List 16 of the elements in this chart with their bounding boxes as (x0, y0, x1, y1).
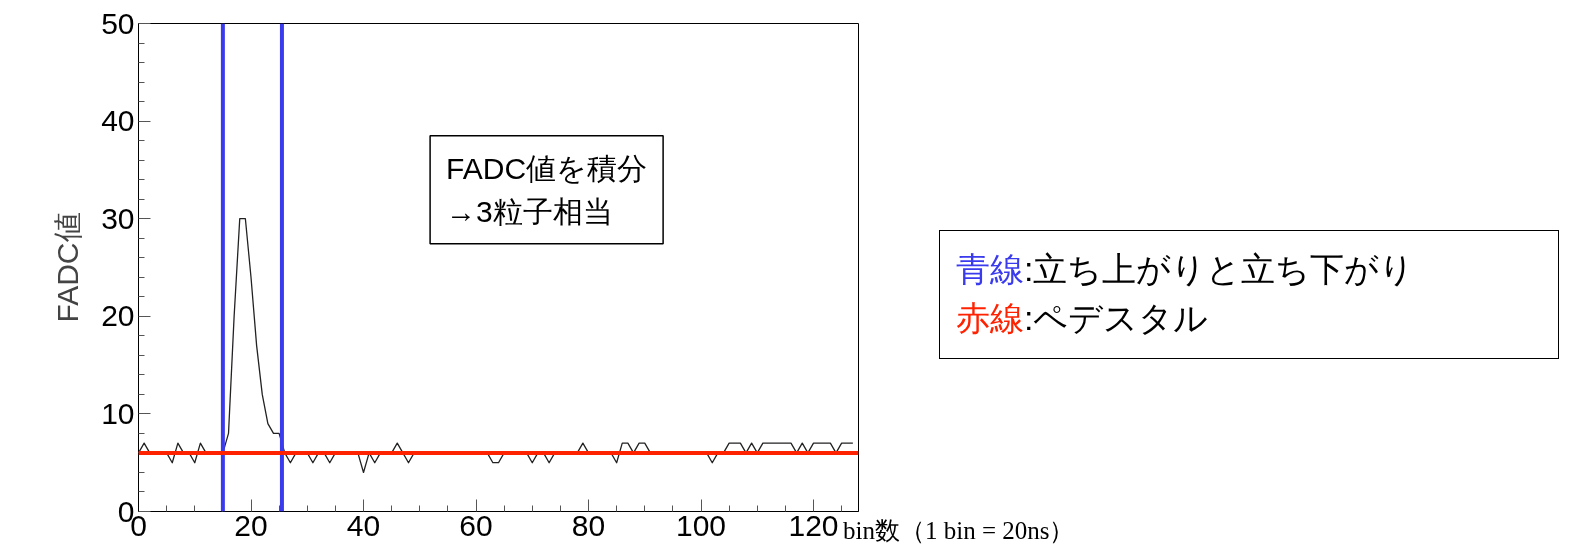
y-tick-label: 40 (101, 104, 135, 138)
y-axis-title: FADC値 (51, 212, 85, 323)
x-tick-label: 100 (675, 508, 727, 542)
x-tick-label: 80 (571, 508, 606, 542)
ref-line-label: 青線:立ち上がりと立ち下がり (956, 249, 1416, 290)
y-tick-label: 50 (101, 6, 135, 40)
y-tick-label: 10 (101, 396, 135, 430)
y-tick-label: 30 (101, 201, 135, 235)
x-axis-title: bin数（1 bin = 20ns） (843, 516, 1075, 546)
x-tick-label: 60 (459, 508, 493, 542)
x-tick-label: 40 (346, 508, 381, 542)
x-tick-label: 120 (788, 508, 839, 542)
x-tick-label: 20 (234, 508, 268, 542)
ref-line-label: 赤線:ペデスタル (956, 298, 1210, 340)
y-tick-label: 20 (101, 299, 135, 333)
annotation: FADC値を積分 →3粒子相当 (446, 151, 648, 228)
